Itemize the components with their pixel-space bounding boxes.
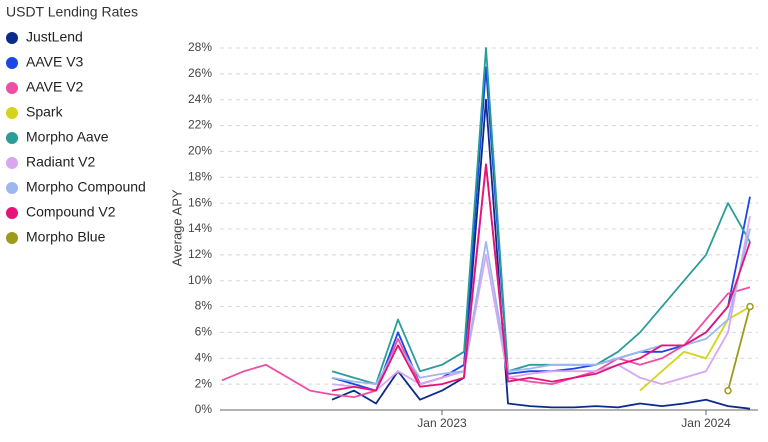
series-line	[331, 47, 751, 385]
legend-label: AAVE V2	[26, 79, 84, 95]
series-line	[331, 98, 751, 410]
x-tick-label: Jan 2023	[417, 416, 467, 430]
legend-swatch	[6, 157, 18, 169]
chart-title: USDT Lending Rates	[6, 4, 138, 20]
y-tick-label: 18%	[188, 169, 212, 183]
y-tick-label: 24%	[188, 92, 212, 106]
y-tick-label: 10%	[188, 273, 212, 287]
y-tick-label: 28%	[188, 40, 212, 54]
legend-label: JustLend	[26, 29, 83, 45]
y-tick-label: 14%	[188, 221, 212, 235]
legend-swatch	[6, 232, 18, 244]
y-tick-label: 8%	[195, 299, 213, 313]
legend-label: Morpho Blue	[26, 229, 106, 245]
legend-swatch	[6, 132, 18, 144]
legend-label: Compound V2	[26, 204, 116, 220]
y-tick-label: 26%	[188, 66, 212, 80]
series-line	[331, 66, 751, 392]
point	[724, 386, 732, 395]
legend-label: Spark	[26, 104, 64, 120]
y-tick-label: 0%	[195, 402, 213, 416]
y-tick-label: 6%	[195, 325, 213, 339]
legend-label: Morpho Compound	[26, 179, 146, 195]
y-tick-label: 4%	[195, 350, 213, 364]
y-tick-label: 20%	[188, 144, 212, 158]
series-line	[331, 215, 751, 392]
legend-swatch	[6, 207, 18, 219]
y-tick-label: 22%	[188, 118, 212, 132]
y-tick-label: 2%	[195, 376, 213, 390]
legend-label: AAVE V3	[26, 54, 84, 70]
y-axis-title: Average APY	[169, 189, 184, 266]
x-tick-label: Jan 2024	[681, 416, 731, 430]
legend-swatch	[6, 32, 18, 44]
legend-swatch	[6, 82, 18, 94]
point	[746, 302, 754, 311]
legend-swatch	[6, 107, 18, 119]
y-tick-label: 16%	[188, 195, 212, 209]
legend-swatch	[6, 182, 18, 194]
series-line	[727, 306, 751, 391]
series-line	[331, 163, 751, 392]
legend-swatch	[6, 57, 18, 69]
y-tick-label: 12%	[188, 247, 212, 261]
legend-label: Radiant V2	[26, 154, 95, 170]
legend-label: Morpho Aave	[26, 129, 109, 145]
legend: JustLend AAVE V3 AAVE V2 Spark Morpho Aave Ra…	[6, 29, 146, 245]
